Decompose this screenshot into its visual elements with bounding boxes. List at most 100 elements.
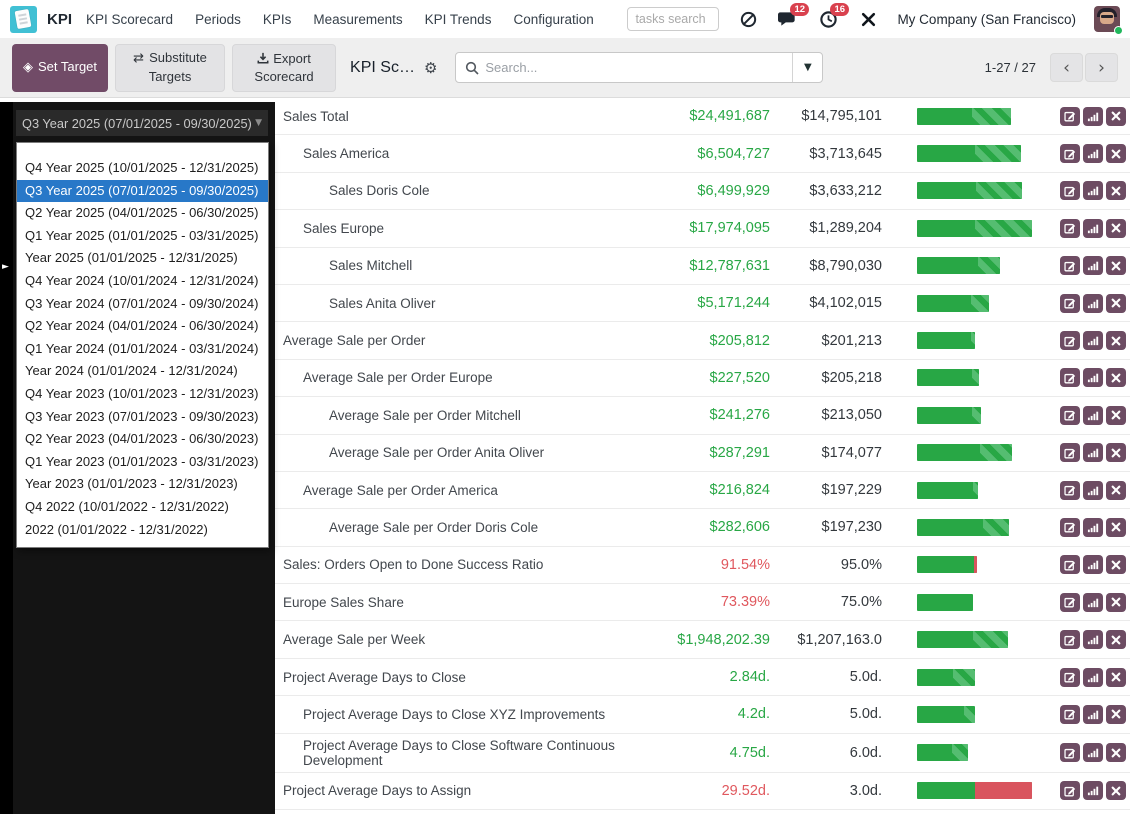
remove-kpi-button[interactable]	[1106, 256, 1126, 275]
edit-kpi-button[interactable]	[1060, 406, 1080, 425]
kpi-chart-button[interactable]	[1083, 481, 1103, 500]
edit-kpi-button[interactable]	[1060, 630, 1080, 649]
edit-kpi-button[interactable]	[1060, 743, 1080, 762]
edit-kpi-button[interactable]	[1060, 144, 1080, 163]
menu-item-kpis[interactable]: KPIs	[263, 12, 292, 27]
edit-kpi-button[interactable]	[1060, 331, 1080, 350]
remove-kpi-button[interactable]	[1106, 144, 1126, 163]
substitute-targets-button[interactable]: ⇄Substitute Targets	[115, 44, 225, 92]
menu-item-kpi-trends[interactable]: KPI Trends	[425, 12, 492, 27]
kpi-chart-button[interactable]	[1083, 705, 1103, 724]
period-option[interactable]: Q3 Year 2023 (07/01/2023 - 09/30/2023)	[17, 406, 268, 429]
period-option[interactable]: Q1 Year 2024 (01/01/2024 - 03/31/2024)	[17, 338, 268, 361]
kpi-chart-button[interactable]	[1083, 256, 1103, 275]
period-option[interactable]: 2022 (01/01/2022 - 12/31/2022)	[17, 519, 268, 542]
edit-kpi-button[interactable]	[1060, 107, 1080, 126]
period-option[interactable]: Q2 Year 2023 (04/01/2023 - 06/30/2023)	[17, 428, 268, 451]
period-select[interactable]: Q3 Year 2025 (07/01/2025 - 09/30/2025) ▼	[16, 110, 268, 136]
period-option[interactable]: Q3 Year 2025 (07/01/2025 - 09/30/2025)	[17, 180, 268, 203]
kpi-chart-button[interactable]	[1083, 368, 1103, 387]
remove-kpi-button[interactable]	[1106, 181, 1126, 200]
company-menu[interactable]: My Company (San Francisco)	[897, 12, 1076, 27]
edit-kpi-button[interactable]	[1060, 705, 1080, 724]
export-scorecard-button[interactable]: Export Scorecard	[232, 44, 336, 92]
pager-previous-button[interactable]: ‹	[1050, 53, 1083, 82]
remove-kpi-button[interactable]	[1106, 406, 1126, 425]
gear-icon[interactable]: ⚙	[424, 59, 437, 77]
edit-kpi-button[interactable]	[1060, 219, 1080, 238]
edit-kpi-button[interactable]	[1060, 593, 1080, 612]
kpi-chart-button[interactable]	[1083, 219, 1103, 238]
kpi-chart-button[interactable]	[1083, 181, 1103, 200]
search-input[interactable]	[479, 60, 792, 75]
breadcrumb[interactable]: KPI Sc…	[350, 59, 415, 77]
period-option[interactable]: Year 2024 (01/01/2024 - 12/31/2024)	[17, 360, 268, 383]
tasks-search-input[interactable]	[627, 7, 719, 31]
tools-icon[interactable]	[857, 8, 879, 30]
set-target-button[interactable]: ◈Set Target	[12, 44, 108, 92]
edit-kpi-button[interactable]	[1060, 256, 1080, 275]
edit-kpi-button[interactable]	[1060, 481, 1080, 500]
period-option[interactable]: Q2 Year 2024 (04/01/2024 - 06/30/2024)	[17, 315, 268, 338]
kpi-chart-button[interactable]	[1083, 630, 1103, 649]
remove-kpi-button[interactable]	[1106, 518, 1126, 537]
period-option[interactable]: Year 2023 (01/01/2023 - 12/31/2023)	[17, 473, 268, 496]
remove-kpi-button[interactable]	[1106, 781, 1126, 800]
period-option[interactable]: Q1 Year 2023 (01/01/2023 - 03/31/2023)	[17, 451, 268, 474]
menu-item-periods[interactable]: Periods	[195, 12, 241, 27]
remove-kpi-button[interactable]	[1106, 668, 1126, 687]
remove-kpi-button[interactable]	[1106, 481, 1126, 500]
edit-kpi-button[interactable]	[1060, 181, 1080, 200]
edit-kpi-button[interactable]	[1060, 668, 1080, 687]
remove-kpi-button[interactable]	[1106, 107, 1126, 126]
remove-kpi-button[interactable]	[1106, 294, 1126, 313]
kpi-chart-button[interactable]	[1083, 668, 1103, 687]
edit-kpi-button[interactable]	[1060, 294, 1080, 313]
kpi-chart-button[interactable]	[1083, 518, 1103, 537]
menu-item-configuration[interactable]: Configuration	[513, 12, 593, 27]
kpi-chart-button[interactable]	[1083, 406, 1103, 425]
kpi-chart-button[interactable]	[1083, 107, 1103, 126]
period-option[interactable]: Q3 Year 2024 (07/01/2024 - 09/30/2024)	[17, 293, 268, 316]
period-option[interactable]: Q4 Year 2024 (10/01/2024 - 12/31/2024)	[17, 270, 268, 293]
remove-kpi-button[interactable]	[1106, 630, 1126, 649]
period-option[interactable]: Year 2025 (01/01/2025 - 12/31/2025)	[17, 247, 268, 270]
activities-clock-icon[interactable]: 16	[817, 8, 839, 30]
user-avatar[interactable]	[1094, 6, 1120, 32]
edit-kpi-button[interactable]	[1060, 518, 1080, 537]
period-option[interactable]: Q4 2022 (10/01/2022 - 12/31/2022)	[17, 496, 268, 519]
kpi-chart-button[interactable]	[1083, 593, 1103, 612]
remove-kpi-button[interactable]	[1106, 743, 1126, 762]
sidebar-collapse-strip[interactable]: ►	[0, 102, 13, 814]
edit-kpi-button[interactable]	[1060, 555, 1080, 574]
kpi-chart-button[interactable]	[1083, 294, 1103, 313]
kpi-chart-button[interactable]	[1083, 331, 1103, 350]
kpi-chart-button[interactable]	[1083, 443, 1103, 462]
messages-icon[interactable]: 12	[777, 8, 799, 30]
app-logo-icon[interactable]	[10, 6, 37, 33]
chart-icon	[1087, 634, 1099, 645]
period-option[interactable]: Q4 Year 2023 (10/01/2023 - 12/31/2023)	[17, 383, 268, 406]
remove-kpi-button[interactable]	[1106, 593, 1126, 612]
period-option[interactable]: Q2 Year 2025 (04/01/2025 - 06/30/2025)	[17, 202, 268, 225]
kpi-chart-button[interactable]	[1083, 781, 1103, 800]
edit-kpi-button[interactable]	[1060, 368, 1080, 387]
menu-item-kpi-scorecard[interactable]: KPI Scorecard	[86, 12, 173, 27]
remove-kpi-button[interactable]	[1106, 705, 1126, 724]
kpi-chart-button[interactable]	[1083, 743, 1103, 762]
slash-circle-icon[interactable]	[737, 8, 759, 30]
remove-kpi-button[interactable]	[1106, 555, 1126, 574]
pager-next-button[interactable]: ›	[1085, 53, 1118, 82]
edit-kpi-button[interactable]	[1060, 781, 1080, 800]
edit-kpi-button[interactable]	[1060, 443, 1080, 462]
menu-item-measurements[interactable]: Measurements	[313, 12, 402, 27]
remove-kpi-button[interactable]	[1106, 331, 1126, 350]
remove-kpi-button[interactable]	[1106, 443, 1126, 462]
period-option[interactable]: Q4 Year 2025 (10/01/2025 - 12/31/2025)	[17, 157, 268, 180]
remove-kpi-button[interactable]	[1106, 219, 1126, 238]
search-dropdown-toggle[interactable]: ▼	[792, 53, 822, 82]
kpi-chart-button[interactable]	[1083, 144, 1103, 163]
period-option[interactable]: Q1 Year 2025 (01/01/2025 - 03/31/2025)	[17, 225, 268, 248]
remove-kpi-button[interactable]	[1106, 368, 1126, 387]
kpi-chart-button[interactable]	[1083, 555, 1103, 574]
